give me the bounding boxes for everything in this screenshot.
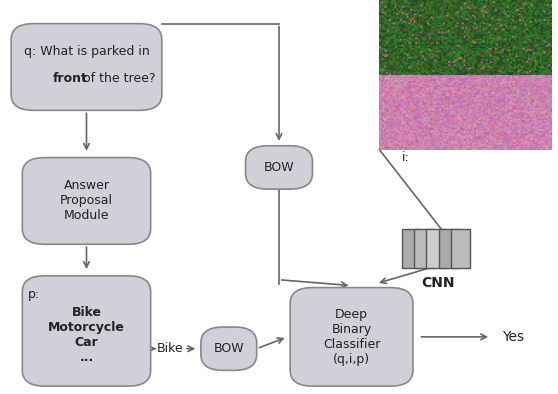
FancyBboxPatch shape bbox=[22, 276, 151, 386]
FancyBboxPatch shape bbox=[426, 229, 446, 268]
Text: Deep
Binary
Classifier
(q,i,p): Deep Binary Classifier (q,i,p) bbox=[323, 308, 380, 366]
Text: q: What is parked in: q: What is parked in bbox=[23, 45, 150, 58]
Text: BOW: BOW bbox=[264, 161, 294, 174]
Text: Answer
Proposal
Module: Answer Proposal Module bbox=[60, 179, 113, 223]
FancyBboxPatch shape bbox=[22, 158, 151, 244]
FancyBboxPatch shape bbox=[246, 146, 312, 189]
Text: CNN: CNN bbox=[421, 276, 455, 290]
Text: BOW: BOW bbox=[214, 342, 244, 355]
FancyBboxPatch shape bbox=[402, 229, 421, 268]
Text: Yes: Yes bbox=[502, 330, 525, 344]
Text: Bike
Motorcycle
Car
...: Bike Motorcycle Car ... bbox=[48, 306, 125, 364]
FancyBboxPatch shape bbox=[290, 288, 413, 386]
Text: Bike: Bike bbox=[157, 342, 184, 355]
FancyBboxPatch shape bbox=[201, 327, 257, 370]
Text: of the tree?: of the tree? bbox=[79, 72, 156, 85]
FancyBboxPatch shape bbox=[451, 229, 470, 268]
FancyBboxPatch shape bbox=[414, 229, 434, 268]
FancyBboxPatch shape bbox=[11, 24, 162, 110]
FancyBboxPatch shape bbox=[439, 229, 458, 268]
Text: front: front bbox=[52, 72, 87, 85]
Text: i:: i: bbox=[402, 151, 410, 164]
Text: p:: p: bbox=[28, 288, 40, 301]
